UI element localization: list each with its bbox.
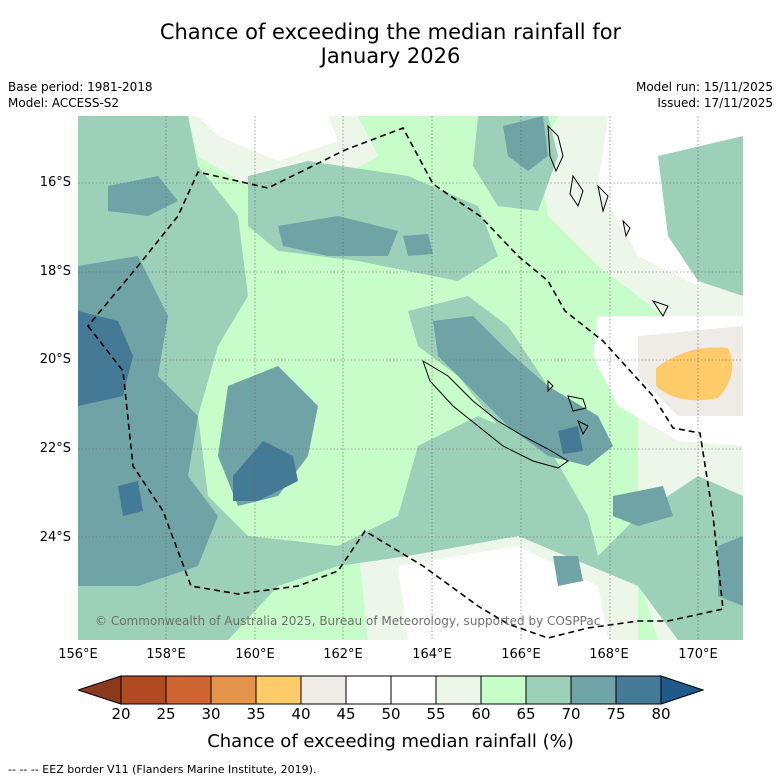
lat-tick-22s: 22°S (39, 441, 71, 456)
lon-tick-164e: 164°E (412, 647, 452, 662)
colorbar-label-50: 50 (381, 705, 401, 723)
colorbar-segment-40-45 (300, 675, 347, 705)
colorbar-segment-35-40 (255, 675, 302, 705)
copyright-notice: © Commonwealth of Australia 2025, Bureau… (95, 614, 601, 628)
lon-tick-168e: 168°E (589, 647, 629, 662)
lat-tick-24s: 24°S (39, 530, 71, 545)
colorbar-segment-70-75 (570, 675, 617, 705)
contour-75-west (78, 311, 133, 406)
colorbar-label-40: 40 (291, 705, 311, 723)
contour-75-center (233, 441, 298, 501)
colorbar-label-25: 25 (156, 705, 176, 723)
colorbar-segment-20-25 (120, 675, 167, 705)
colorbar-segment-75-80 (615, 675, 662, 705)
title-line-1: Chance of exceeding the median rainfall … (159, 20, 622, 44)
colorbar-segment-25-30 (165, 675, 212, 705)
colorbar (78, 675, 704, 705)
colorbar-label-75: 75 (606, 705, 626, 723)
model-run-label: Model run: 15/11/2025 (635, 80, 773, 94)
lon-tick-162e: 162°E (323, 647, 363, 662)
colorbar-label-60: 60 (471, 705, 491, 723)
colorbar-label-80: 80 (651, 705, 671, 723)
title-line-2: January 2026 (320, 44, 461, 68)
contour-70-southeast (613, 486, 673, 526)
colorbar-segment-55-60 (435, 675, 482, 705)
colorbar-segment-60-65 (480, 675, 527, 705)
colorbar-segment-65-70 (525, 675, 572, 705)
contour-50-north (198, 116, 338, 161)
colorbar-label-20: 20 (111, 705, 131, 723)
contour-75-newcal (558, 426, 583, 454)
colorbar-label-65: 65 (516, 705, 536, 723)
eez-footnote: -- -- -- EEZ border V11 (Flanders Marine… (8, 763, 317, 776)
contour-40 (656, 347, 733, 401)
contour-65-west (78, 116, 743, 640)
lat-tick-18s: 18°S (39, 264, 71, 279)
rainfall-map (78, 116, 743, 640)
base-period-label: Base period: 1981-2018 (8, 80, 153, 94)
lon-tick-156e: 156°E (58, 647, 98, 662)
colorbar-segment-50-55 (390, 675, 437, 705)
new-caledonia-coastline (422, 359, 569, 469)
contour-70-southeast2 (553, 556, 583, 586)
colorbar-lower-extend (78, 675, 122, 705)
lat-tick-16s: 16°S (39, 175, 71, 190)
colorbar-label-45: 45 (336, 705, 356, 723)
colorbar-label-70: 70 (561, 705, 581, 723)
lat-tick-20s: 20°S (39, 352, 71, 367)
model-label: Model: ACCESS-S2 (8, 96, 120, 110)
colorbar-title: Chance of exceeding median rainfall (%) (207, 731, 574, 752)
colorbar-upper-extend (660, 675, 704, 705)
colorbar-segment-45-50 (345, 675, 392, 705)
contour-70-northeast (503, 116, 548, 171)
colorbar-label-55: 55 (426, 705, 446, 723)
contour-75-southwest (118, 481, 143, 516)
colorbar-label-30: 30 (201, 705, 221, 723)
eez-border (86, 127, 724, 639)
loyalty-islands-coastline (547, 379, 589, 436)
lon-tick-158e: 158°E (146, 647, 186, 662)
contour-70-northwest (108, 176, 178, 216)
issued-label: Issued: 17/11/2025 (657, 96, 773, 110)
lon-tick-160e: 160°E (235, 647, 275, 662)
contour-65-east (658, 136, 743, 296)
contour-70-northeast2 (403, 234, 433, 256)
colorbar-label-35: 35 (246, 705, 266, 723)
lon-tick-166e: 166°E (501, 647, 541, 662)
colorbar-segment-30-35 (210, 675, 257, 705)
lon-tick-170e: 170°E (678, 647, 718, 662)
contour-70-north (278, 216, 398, 256)
vanuatu-coastline (547, 124, 669, 317)
contour-70-east (718, 536, 743, 606)
